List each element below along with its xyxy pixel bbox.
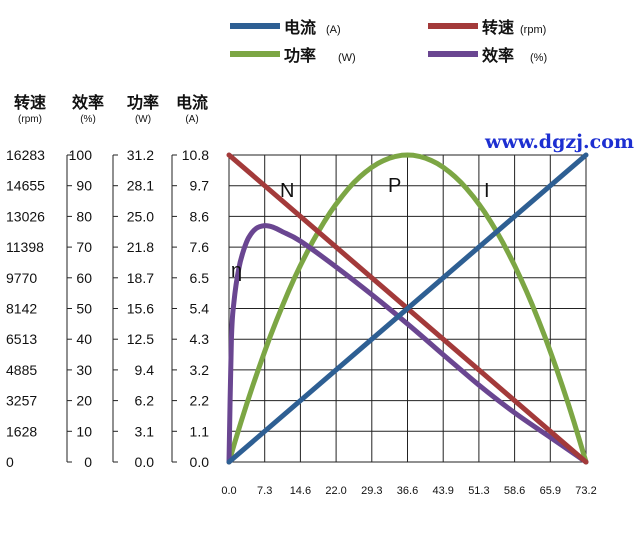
y-tick-label-power: 6.2 [135, 393, 155, 409]
y-tick-label-speed: 16283 [6, 147, 45, 163]
y-tick-label-current: 4.3 [190, 331, 210, 347]
y-axes: 0 1628 3257 4885 6513 8142 9770 11398 13026 14655… [6, 147, 209, 470]
x-axis-ticks: 0.0 7.3 14.6 22.0 29.3 36.6 43.9 51.3 58.6 65.9 73… [221, 485, 596, 497]
series-line-power [226, 152, 589, 465]
x-tick-label: 65.9 [540, 485, 561, 497]
y-tick-label-speed: 4885 [6, 362, 37, 378]
y-tick-label-power: 31.2 [127, 147, 154, 163]
y-tick-label-efficiency: 70 [76, 239, 92, 255]
y-tick-label-current: 2.2 [190, 393, 210, 409]
y-tick-label-current: 10.8 [182, 147, 209, 163]
legend-label-speed: 转速 [482, 18, 514, 37]
x-tick-label: 22.0 [325, 485, 346, 497]
y-tick-label-power: 0.0 [135, 454, 155, 470]
y-tick-label-efficiency: 40 [76, 331, 92, 347]
y-tick-label-efficiency: 60 [76, 270, 92, 286]
legend-unit-power: (W) [338, 52, 356, 64]
y-tick-label-speed: 3257 [6, 393, 37, 409]
y-tick-label-speed: 6513 [6, 331, 37, 347]
y-tick-label-speed: 9770 [6, 270, 37, 286]
curve-label-efficiency: η [231, 260, 242, 282]
y-tick-label-power: 18.7 [127, 270, 154, 286]
y-tick-label-current: 6.5 [190, 270, 210, 286]
legend-unit-current: (A) [326, 24, 341, 36]
axis-title-speed: 转速 [14, 93, 46, 112]
y-tick-label-speed: 8142 [6, 301, 37, 317]
legend-label-efficiency: 效率 [482, 46, 514, 65]
series-lines [226, 152, 589, 465]
y-tick-label-current: 9.7 [190, 178, 210, 194]
axis-unit-speed: (rpm) [18, 114, 42, 125]
x-tick-label: 36.6 [397, 485, 418, 497]
y-tick-label-efficiency: 50 [76, 301, 92, 317]
legend: 电流 (A) 转速 (rpm) 功率 (W) 效率 (%) [230, 18, 547, 65]
y-tick-label-speed: 1628 [6, 423, 37, 439]
y-tick-label-efficiency: 80 [76, 208, 92, 224]
legend-label-current: 电流 [284, 18, 316, 37]
y-tick-label-power: 28.1 [127, 178, 154, 194]
axis-title-efficiency: 效率 [72, 93, 104, 112]
y-tick-label-speed: 14655 [6, 178, 45, 194]
y-tick-label-efficiency: 20 [76, 393, 92, 409]
y-tick-label-power: 9.4 [135, 362, 155, 378]
x-tick-label: 51.3 [468, 485, 489, 497]
x-tick-label: 14.6 [290, 485, 311, 497]
y-tick-label-efficiency: 0 [84, 454, 92, 470]
y-tick-label-speed: 13026 [6, 208, 45, 224]
y-tick-label-efficiency: 10 [76, 423, 92, 439]
y-tick-label-current: 3.2 [190, 362, 210, 378]
watermark-text: www.dgzj.com [484, 131, 634, 153]
x-tick-label: 73.2 [575, 485, 596, 497]
axis-title-power: 功率 [127, 93, 159, 112]
axis-unit-efficiency: (%) [80, 114, 96, 125]
y-tick-label-current: 1.1 [190, 423, 210, 439]
y-tick-label-power: 12.5 [127, 331, 154, 347]
x-tick-label: 43.9 [432, 485, 453, 497]
series-line-efficiency [226, 223, 589, 465]
x-tick-label: 29.3 [361, 485, 382, 497]
y-tick-label-power: 15.6 [127, 301, 154, 317]
y-tick-label-current: 7.6 [190, 239, 210, 255]
series-line-current [226, 152, 589, 465]
x-tick-label: 58.6 [504, 485, 525, 497]
legend-unit-speed: (rpm) [520, 24, 546, 36]
axis-titles: 转速 (rpm) 效率 (%) 功率 (W) 电流 (A) [14, 93, 208, 125]
legend-label-power: 功率 [284, 46, 316, 65]
legend-unit-efficiency: (%) [530, 52, 547, 64]
y-tick-label-current: 8.6 [190, 208, 210, 224]
y-tick-label-efficiency: 30 [76, 362, 92, 378]
y-tick-label-speed: 11398 [6, 239, 44, 255]
axis-title-current: 电流 [176, 93, 208, 112]
y-tick-label-power: 3.1 [135, 423, 155, 439]
axis-unit-current: (A) [185, 114, 198, 125]
curve-label-current: I [484, 180, 490, 202]
x-tick-label: 7.3 [257, 485, 272, 497]
y-tick-label-efficiency: 100 [69, 147, 93, 163]
curve-label-power: P [388, 175, 401, 197]
y-tick-label-efficiency: 90 [76, 178, 92, 194]
y-tick-label-speed: 0 [6, 454, 14, 470]
axis-unit-power: (W) [135, 114, 151, 125]
y-tick-label-power: 25.0 [127, 208, 154, 224]
y-tick-label-power: 21.8 [127, 239, 154, 255]
curve-label-speed: N [280, 180, 294, 202]
y-tick-label-current: 0.0 [190, 454, 210, 470]
y-tick-label-current: 5.4 [190, 301, 210, 317]
x-tick-label: 0.0 [221, 485, 236, 497]
